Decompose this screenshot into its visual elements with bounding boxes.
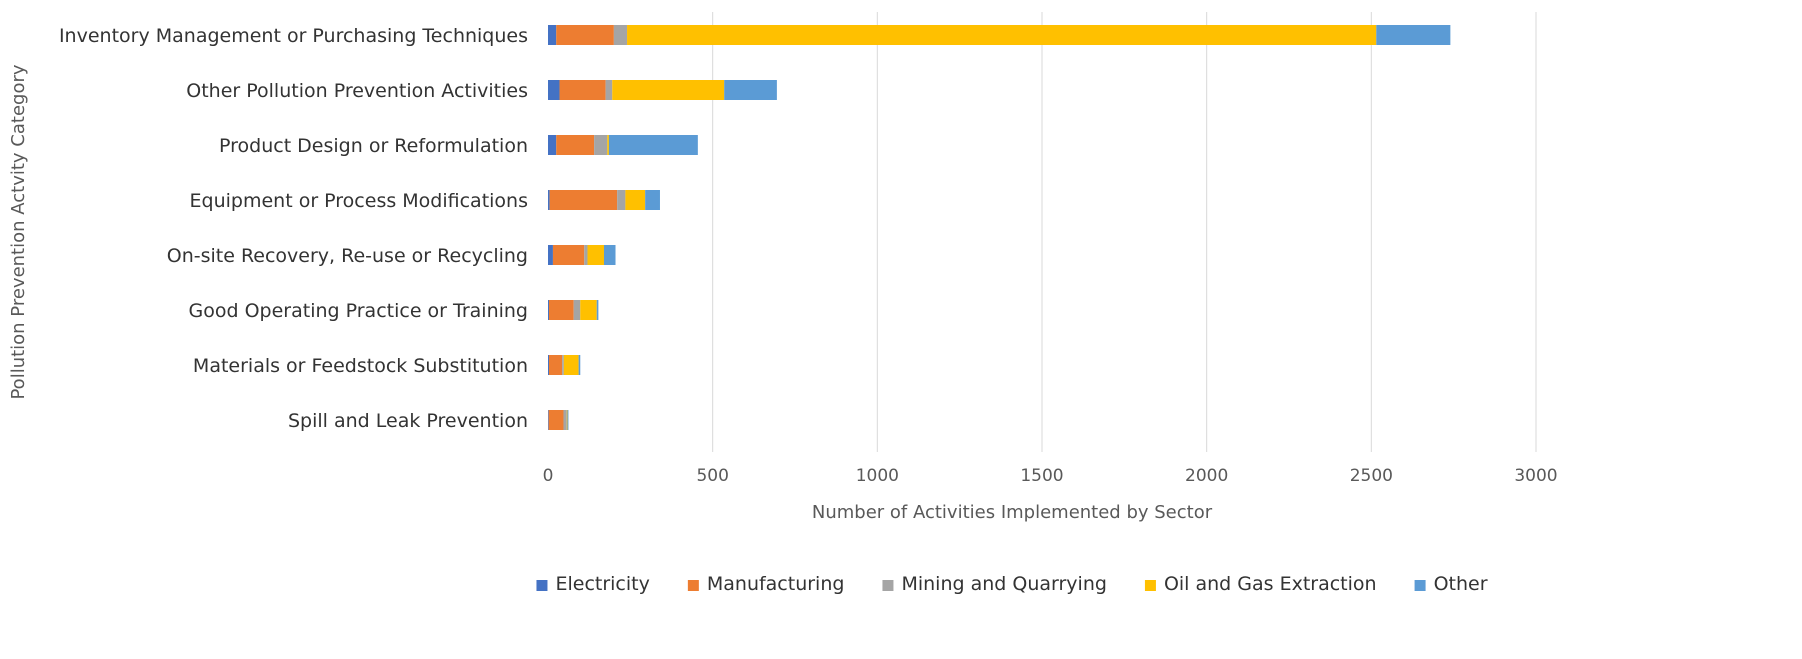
x-tick-labels: 0 500 1000 1500 2000 2500 3000 [543, 466, 1558, 486]
bar-segment [603, 245, 616, 265]
x-tick-label: 500 [696, 466, 728, 486]
bar-segment [567, 410, 569, 430]
bar-segment [617, 190, 626, 210]
bar-segment [548, 410, 564, 430]
bar-segment [724, 80, 777, 100]
x-axis-title: Number of Activities Implemented by Sect… [812, 502, 1213, 523]
legend-swatch [536, 580, 548, 591]
bar-segment [578, 355, 581, 375]
bar-segment [563, 410, 567, 430]
bar-segment [548, 355, 563, 375]
y-axis-title: Pollution Prevention Actvity Category [8, 64, 29, 399]
category-label: On-site Recovery, Re-use or Recycling [167, 245, 528, 267]
bar-segment [548, 135, 557, 155]
bar-segment [563, 355, 579, 375]
gridlines [712, 12, 1537, 452]
bar-segment [625, 190, 646, 210]
bar-segment [548, 300, 549, 320]
bar-segment [562, 355, 564, 375]
x-tick-label: 1500 [1020, 466, 1063, 486]
x-tick-label: 1000 [856, 466, 899, 486]
bar-segment [548, 80, 560, 100]
legend: Electricity Manufacturing Mining and Quarr… [536, 573, 1488, 595]
category-label: Product Design or Reformulation [219, 135, 528, 157]
category-label: Other Pollution Prevention Activities [186, 80, 528, 102]
legend-label: Oil and Gas Extraction [1164, 573, 1377, 595]
bar-segment [605, 80, 613, 100]
bar-segment [645, 190, 660, 210]
bar-segment [549, 190, 618, 210]
bar-segment [548, 25, 557, 45]
category-label: Good Operating Practice or Training [189, 300, 528, 322]
bar-segment [556, 135, 595, 155]
category-label: Materials or Feedstock Substitution [193, 355, 528, 377]
legend-item: Electricity [536, 573, 650, 595]
category-labels: Inventory Management or Purchasing Techn… [59, 25, 528, 432]
bar-segment [548, 190, 550, 210]
bar-segment [559, 80, 606, 100]
bar-segment [587, 245, 604, 265]
bar-segment [596, 300, 599, 320]
legend-item: Oil and Gas Extraction [1144, 573, 1377, 595]
bar-segment [580, 300, 597, 320]
bar-segment [613, 25, 628, 45]
bar-segment [612, 80, 725, 100]
category-label: Spill and Leak Prevention [288, 410, 528, 432]
bar-segment [548, 300, 574, 320]
bar-segment [573, 300, 581, 320]
legend-swatch [687, 580, 699, 591]
bar-segment [584, 245, 588, 265]
x-tick-label: 3000 [1514, 466, 1557, 486]
category-label: Inventory Management or Purchasing Techn… [59, 25, 528, 47]
legend-label: Manufacturing [707, 573, 845, 595]
legend-label: Electricity [555, 573, 649, 595]
bar-segment [548, 410, 549, 430]
legend-swatch [882, 580, 894, 591]
bar-segment [627, 25, 1377, 45]
legend-label: Other [1434, 573, 1488, 595]
bar-segment [548, 245, 553, 265]
legend-label: Mining and Quarrying [901, 573, 1106, 595]
bar-segment [607, 135, 609, 155]
legend-item: Manufacturing [687, 573, 845, 595]
x-tick-label: 2500 [1350, 466, 1393, 486]
bar-segment [548, 355, 549, 375]
x-tick-label: 2000 [1185, 466, 1228, 486]
x-tick-label: 0 [543, 466, 554, 486]
bar-segment [556, 25, 614, 45]
bar-segment [566, 410, 568, 430]
bar-segment [594, 135, 608, 155]
legend-item: Mining and Quarrying [882, 573, 1107, 595]
bar-segment [552, 245, 585, 265]
legend-swatch [1414, 580, 1426, 591]
legend-item: Other [1414, 573, 1488, 595]
bars [548, 25, 1451, 430]
bar-segment [1376, 25, 1451, 45]
bar-segment [608, 135, 698, 155]
legend-swatch [1144, 580, 1156, 591]
category-label: Equipment or Process Modifications [190, 190, 528, 212]
